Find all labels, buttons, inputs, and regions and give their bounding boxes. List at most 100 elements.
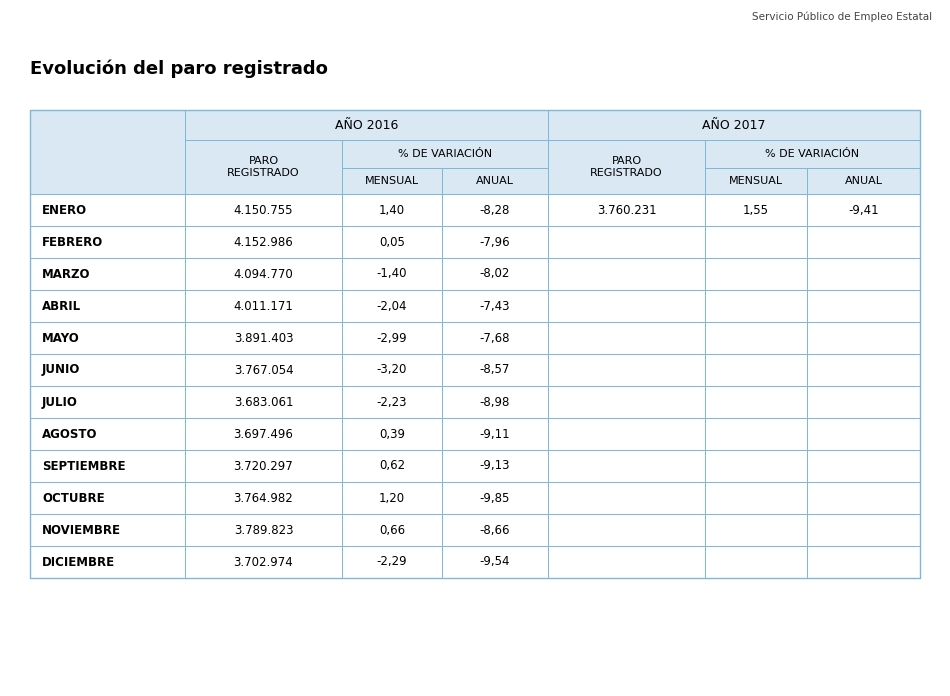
Text: AÑO 2016: AÑO 2016 <box>334 118 398 132</box>
Bar <box>442 386 548 418</box>
Bar <box>30 386 185 418</box>
Bar <box>807 546 920 578</box>
Text: -9,11: -9,11 <box>480 427 510 441</box>
Text: ANUAL: ANUAL <box>476 176 514 186</box>
Bar <box>342 450 442 482</box>
Bar <box>548 514 705 546</box>
Text: -2,29: -2,29 <box>377 555 408 569</box>
Bar <box>705 168 807 194</box>
Bar <box>185 482 342 514</box>
Bar <box>705 514 807 546</box>
Text: DICIEMBRE: DICIEMBRE <box>42 555 115 569</box>
Text: MARZO: MARZO <box>42 267 90 280</box>
Text: -2,04: -2,04 <box>377 299 408 313</box>
Text: 1,20: 1,20 <box>379 491 405 505</box>
Text: OCTUBRE: OCTUBRE <box>42 491 104 505</box>
Bar <box>30 354 185 386</box>
Text: 3.683.061: 3.683.061 <box>234 395 294 409</box>
Bar <box>185 226 342 258</box>
Text: -2,99: -2,99 <box>377 331 408 345</box>
Bar <box>185 546 342 578</box>
Bar <box>185 194 342 226</box>
Bar <box>705 258 807 290</box>
Text: NOVIEMBRE: NOVIEMBRE <box>42 523 121 537</box>
Bar <box>30 290 185 322</box>
Bar <box>705 290 807 322</box>
Bar <box>342 194 442 226</box>
Bar <box>185 140 342 194</box>
Text: 4.150.755: 4.150.755 <box>234 203 294 216</box>
Bar <box>807 194 920 226</box>
Bar <box>807 258 920 290</box>
Text: -8,02: -8,02 <box>480 267 510 280</box>
Bar <box>807 226 920 258</box>
Text: -9,41: -9,41 <box>848 203 879 216</box>
Bar <box>807 290 920 322</box>
Bar <box>342 168 442 194</box>
Text: JULIO: JULIO <box>42 395 78 409</box>
Bar <box>705 386 807 418</box>
Text: -1,40: -1,40 <box>377 267 408 280</box>
Bar <box>548 418 705 450</box>
Bar <box>807 322 920 354</box>
Text: AÑO 2017: AÑO 2017 <box>702 118 766 132</box>
Bar <box>705 546 807 578</box>
Bar <box>185 418 342 450</box>
Bar <box>30 450 185 482</box>
Text: MENSUAL: MENSUAL <box>365 176 419 186</box>
Text: ENERO: ENERO <box>42 203 87 216</box>
Text: 3.764.982: 3.764.982 <box>234 491 294 505</box>
Bar <box>548 140 705 194</box>
Bar <box>185 450 342 482</box>
Bar <box>442 168 548 194</box>
Text: Servicio Público de Empleo Estatal: Servicio Público de Empleo Estatal <box>751 12 932 22</box>
Bar <box>30 418 185 450</box>
Bar <box>185 110 548 140</box>
Bar <box>342 226 442 258</box>
Bar <box>30 322 185 354</box>
Text: -8,28: -8,28 <box>480 203 510 216</box>
Bar <box>705 418 807 450</box>
Bar <box>342 546 442 578</box>
Text: 4.094.770: 4.094.770 <box>234 267 294 280</box>
Bar <box>30 514 185 546</box>
Bar <box>442 546 548 578</box>
Bar <box>807 450 920 482</box>
Text: 0,62: 0,62 <box>379 459 405 473</box>
Bar <box>548 450 705 482</box>
Text: 4.011.171: 4.011.171 <box>234 299 294 313</box>
Text: -2,23: -2,23 <box>377 395 408 409</box>
Bar <box>705 322 807 354</box>
Bar <box>548 354 705 386</box>
Bar <box>442 322 548 354</box>
Bar <box>807 482 920 514</box>
Bar <box>342 258 442 290</box>
Bar <box>30 194 185 226</box>
Bar <box>705 194 807 226</box>
Bar <box>442 290 548 322</box>
Text: 3.891.403: 3.891.403 <box>234 331 294 345</box>
Bar <box>342 514 442 546</box>
Bar <box>185 290 342 322</box>
Bar <box>442 450 548 482</box>
Text: -7,68: -7,68 <box>480 331 510 345</box>
Bar <box>185 322 342 354</box>
Text: 3.697.496: 3.697.496 <box>234 427 294 441</box>
Bar <box>705 354 807 386</box>
Text: -8,57: -8,57 <box>480 363 510 377</box>
Bar <box>705 482 807 514</box>
Bar <box>807 354 920 386</box>
Bar <box>342 386 442 418</box>
Bar <box>548 226 705 258</box>
Text: 0,66: 0,66 <box>379 523 405 537</box>
Bar <box>30 258 185 290</box>
Bar <box>185 386 342 418</box>
Text: JUNIO: JUNIO <box>42 363 81 377</box>
Bar <box>30 226 185 258</box>
Bar <box>30 110 185 194</box>
Text: 1,55: 1,55 <box>743 203 769 216</box>
Text: -7,43: -7,43 <box>480 299 510 313</box>
Bar <box>548 290 705 322</box>
Text: -9,85: -9,85 <box>480 491 510 505</box>
Bar <box>807 514 920 546</box>
